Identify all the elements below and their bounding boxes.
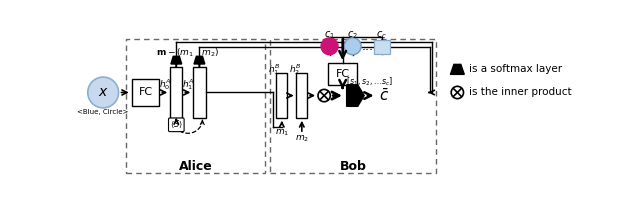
Text: is a softmax layer: is a softmax layer <box>469 64 562 74</box>
Text: $[s_1, s_2, \ldots s_c]$: $[s_1, s_2, \ldots s_c]$ <box>346 75 393 88</box>
Text: ...: ... <box>361 40 373 53</box>
Circle shape <box>88 77 118 108</box>
Text: $h_1^A$: $h_1^A$ <box>182 77 195 92</box>
Text: $h_0^A$: $h_0^A$ <box>159 77 171 92</box>
Text: $\mathbf{m} - (m_1 \quad m_2)$: $\mathbf{m} - (m_1 \quad m_2)$ <box>156 46 220 59</box>
Text: $h_2^B$: $h_2^B$ <box>289 62 302 77</box>
Circle shape <box>451 86 463 99</box>
Text: $\langle S \rangle$: $\langle S \rangle$ <box>170 119 183 130</box>
Bar <box>276 73 287 118</box>
Text: $c_c$: $c_c$ <box>376 29 387 41</box>
Text: $x$: $x$ <box>98 85 109 99</box>
Text: $c_1$: $c_1$ <box>324 29 335 41</box>
Text: is the inner product: is the inner product <box>469 88 572 97</box>
Text: $h_1^B$: $h_1^B$ <box>268 62 280 77</box>
Circle shape <box>344 38 361 55</box>
Bar <box>132 79 159 106</box>
Text: $c_2$: $c_2$ <box>347 29 358 41</box>
Text: $\bar{c}$: $\bar{c}$ <box>379 88 389 104</box>
Text: $m_1$: $m_1$ <box>275 127 289 138</box>
Text: FC: FC <box>138 88 152 97</box>
Polygon shape <box>451 64 464 74</box>
Circle shape <box>321 38 338 55</box>
Bar <box>270 39 436 173</box>
Text: Bob: Bob <box>340 160 367 173</box>
Polygon shape <box>194 56 205 64</box>
Bar <box>374 40 390 54</box>
Text: Alice: Alice <box>179 160 212 173</box>
Circle shape <box>318 89 330 102</box>
Bar <box>296 73 307 118</box>
Bar <box>193 67 205 118</box>
Text: $m_2$: $m_2$ <box>295 133 309 144</box>
Text: <Blue, Circle>: <Blue, Circle> <box>77 109 129 115</box>
Polygon shape <box>171 56 182 64</box>
Polygon shape <box>347 85 364 106</box>
Text: FC: FC <box>335 69 349 79</box>
Bar <box>328 63 357 85</box>
Bar <box>126 39 265 173</box>
Bar <box>170 67 182 118</box>
